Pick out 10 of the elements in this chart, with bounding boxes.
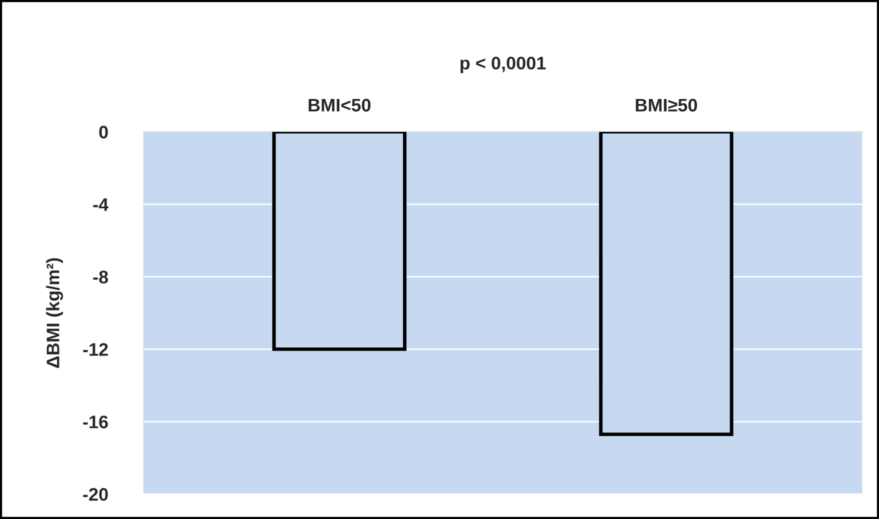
y-tick-label: -12 (83, 343, 108, 356)
x-tick-label: BMI<50 (308, 98, 370, 112)
y-axis-title: ΔBMI (kg/m²) (46, 258, 64, 368)
y-tick-label: -20 (83, 488, 108, 501)
chart-title: p < 0,0001 (460, 56, 546, 74)
y-tick-label: 0 (99, 126, 108, 139)
x-tick-label: BMI≥50 (636, 98, 698, 112)
y-tick-label: -16 (83, 416, 108, 428)
y-tick-label: -4 (93, 198, 108, 211)
y-tick-label: -8 (93, 270, 108, 284)
